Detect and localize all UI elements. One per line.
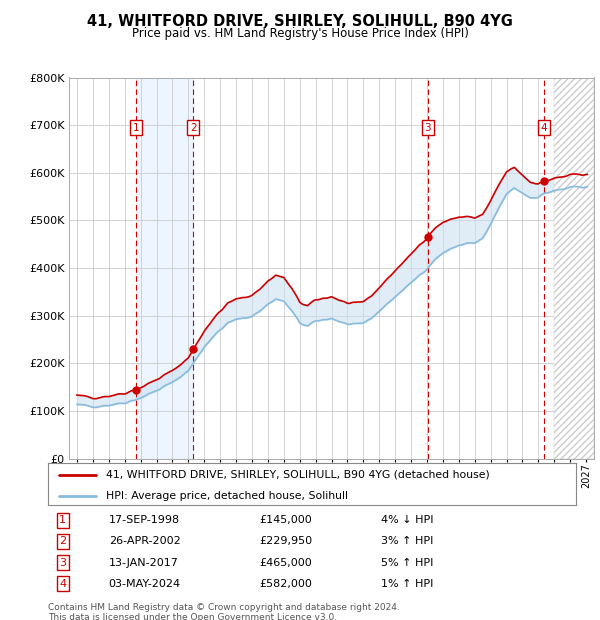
Text: 41, WHITFORD DRIVE, SHIRLEY, SOLIHULL, B90 4YG (detached house): 41, WHITFORD DRIVE, SHIRLEY, SOLIHULL, B… [106, 470, 490, 480]
Text: 13-JAN-2017: 13-JAN-2017 [109, 557, 179, 567]
Text: Contains HM Land Registry data © Crown copyright and database right 2024.
This d: Contains HM Land Registry data © Crown c… [48, 603, 400, 620]
Text: 26-APR-2002: 26-APR-2002 [109, 536, 181, 546]
Polygon shape [554, 78, 594, 459]
Text: £465,000: £465,000 [259, 557, 312, 567]
Text: 4: 4 [541, 123, 547, 133]
Text: 3% ↑ HPI: 3% ↑ HPI [380, 536, 433, 546]
Bar [136, 78, 193, 459]
Text: £229,950: £229,950 [259, 536, 313, 546]
Text: £145,000: £145,000 [259, 515, 312, 525]
Text: 3: 3 [424, 123, 431, 133]
Text: 2: 2 [59, 536, 67, 546]
Text: Price paid vs. HM Land Registry's House Price Index (HPI): Price paid vs. HM Land Registry's House … [131, 27, 469, 40]
Text: £582,000: £582,000 [259, 578, 312, 588]
Text: 2: 2 [190, 123, 197, 133]
Text: HPI: Average price, detached house, Solihull: HPI: Average price, detached house, Soli… [106, 491, 348, 501]
Text: 1: 1 [59, 515, 66, 525]
Text: 41, WHITFORD DRIVE, SHIRLEY, SOLIHULL, B90 4YG: 41, WHITFORD DRIVE, SHIRLEY, SOLIHULL, B… [87, 14, 513, 29]
Text: 1% ↑ HPI: 1% ↑ HPI [380, 578, 433, 588]
Text: 1: 1 [133, 123, 139, 133]
Text: 4% ↓ HPI: 4% ↓ HPI [380, 515, 433, 525]
Text: 03-MAY-2024: 03-MAY-2024 [109, 578, 181, 588]
Text: 4: 4 [59, 578, 67, 588]
Text: 17-SEP-1998: 17-SEP-1998 [109, 515, 180, 525]
Text: 3: 3 [59, 557, 66, 567]
Text: 5% ↑ HPI: 5% ↑ HPI [380, 557, 433, 567]
